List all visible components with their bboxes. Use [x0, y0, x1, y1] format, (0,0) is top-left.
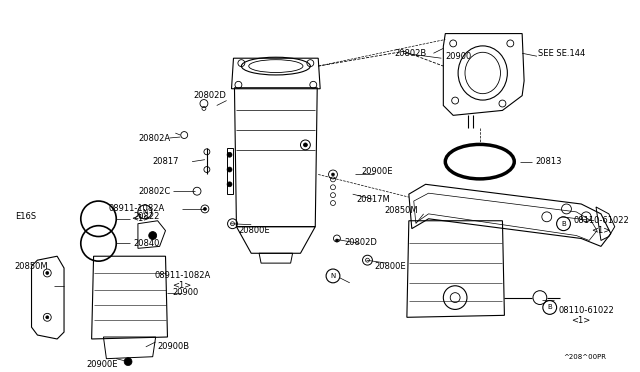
Text: B: B [561, 221, 566, 227]
Circle shape [124, 358, 132, 366]
Text: <1>: <1> [131, 214, 150, 223]
Circle shape [204, 208, 206, 211]
Text: 08110-61022: 08110-61022 [573, 216, 629, 225]
Text: 08110-61022: 08110-61022 [559, 306, 614, 315]
Text: 20850M: 20850M [384, 206, 418, 215]
Text: 20802D: 20802D [193, 91, 226, 100]
Text: <1>: <1> [591, 226, 611, 235]
Circle shape [46, 316, 49, 319]
Text: SEE SE.144: SEE SE.144 [538, 49, 585, 58]
Circle shape [332, 173, 335, 176]
Circle shape [227, 167, 232, 172]
Text: 20822: 20822 [133, 212, 159, 221]
Text: 20800E: 20800E [239, 226, 270, 235]
Text: N: N [142, 209, 147, 215]
Text: 20817M: 20817M [356, 195, 390, 203]
Text: 20850M: 20850M [15, 262, 49, 270]
Text: N: N [330, 273, 335, 279]
Circle shape [227, 182, 232, 187]
Text: 20817: 20817 [153, 157, 179, 166]
Text: 20800E: 20800E [374, 262, 406, 270]
Text: 20900: 20900 [172, 288, 198, 297]
Text: <1>: <1> [572, 316, 591, 325]
Text: 20840: 20840 [133, 239, 159, 248]
Text: 20802D: 20802D [345, 238, 378, 247]
Text: 20900E: 20900E [86, 360, 118, 369]
Circle shape [227, 152, 232, 157]
Circle shape [335, 239, 339, 242]
Circle shape [148, 232, 157, 240]
Text: ^208^00PR: ^208^00PR [563, 354, 606, 360]
Text: 08911-1082A: 08911-1082A [155, 272, 211, 280]
Text: <1>: <1> [172, 281, 191, 290]
Circle shape [46, 272, 49, 275]
Text: 20900E: 20900E [362, 167, 393, 176]
Text: 20802B: 20802B [394, 49, 426, 58]
Text: 20802C: 20802C [138, 187, 170, 196]
Text: B: B [547, 304, 552, 311]
Text: 08911-1082A: 08911-1082A [108, 205, 164, 214]
Text: 20900B: 20900B [157, 342, 189, 352]
Text: 20900: 20900 [445, 52, 472, 61]
Text: 20813: 20813 [535, 157, 561, 166]
Text: 20802A: 20802A [138, 134, 170, 142]
Text: E16S: E16S [15, 212, 36, 221]
Circle shape [303, 143, 307, 147]
